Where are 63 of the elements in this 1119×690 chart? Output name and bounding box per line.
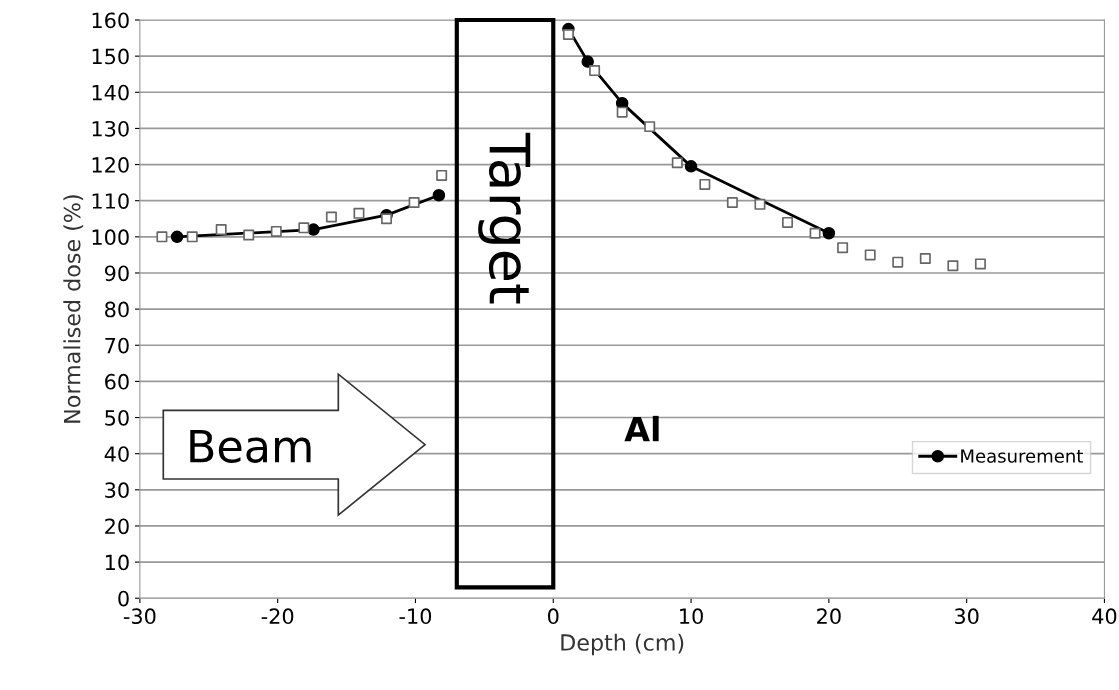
y-tick-label: 150 [92,48,129,65]
point [837,242,849,254]
y-tick-label: 100 [92,229,129,246]
point [186,231,198,243]
point [353,207,365,219]
x-axis-title: Depth (cm) [561,633,684,656]
point [325,211,337,223]
point [822,226,836,240]
point [671,157,683,169]
y-tick-label: 80 [105,301,129,318]
y-tick-label: 140 [92,84,129,101]
y-tick-label: 10 [105,554,129,571]
point [432,189,446,202]
y-tick-label: 60 [105,373,129,390]
y-tick-label: 110 [92,193,129,209]
point [974,258,986,270]
point [408,197,420,209]
point [919,253,931,265]
point [892,256,904,268]
point [699,178,711,190]
point [864,249,876,261]
point [589,65,601,77]
y-tick-label: 0 [118,590,129,607]
y-tick-label: 50 [105,409,129,426]
point [270,225,282,237]
point [156,231,168,243]
point [436,169,448,181]
x-tick-label: 30 [954,608,979,625]
y-tick-label: 30 [105,482,129,499]
y-tick-label: 70 [105,337,129,354]
x-tick-label: 20 [817,608,841,625]
annotation: Al [624,415,659,442]
annotation: Beam [190,429,311,463]
x-tick-label: 40 [1092,608,1117,625]
legend-label: Measurement [961,449,1083,463]
x-tick-label: 10 [680,608,703,625]
x-tick-label: -30 [123,608,156,625]
point [562,28,574,40]
point [809,227,821,239]
point [616,106,628,118]
y-tick-label: 90 [104,265,129,282]
x-tick-label: 0 [548,608,559,625]
point [754,198,766,210]
point [581,55,594,68]
point [243,229,255,241]
y-tick-label: 130 [92,120,129,137]
point [215,224,227,236]
point [307,223,320,236]
point [170,230,184,244]
y-tick-label: 160 [92,12,129,29]
y-tick-label: 20 [105,518,129,535]
y-tick-label: 40 [104,446,129,462]
x-tick-label: -10 [399,608,432,625]
point [298,222,310,234]
x-tick-label: -20 [261,608,294,625]
point [947,260,959,272]
annotation: Target [478,132,531,304]
point [726,197,738,209]
y-tick-label: 120 [92,157,129,173]
point [684,160,698,173]
point [381,213,393,225]
point [644,121,656,133]
y-axis-title: Normalised dose (%) [63,195,84,423]
